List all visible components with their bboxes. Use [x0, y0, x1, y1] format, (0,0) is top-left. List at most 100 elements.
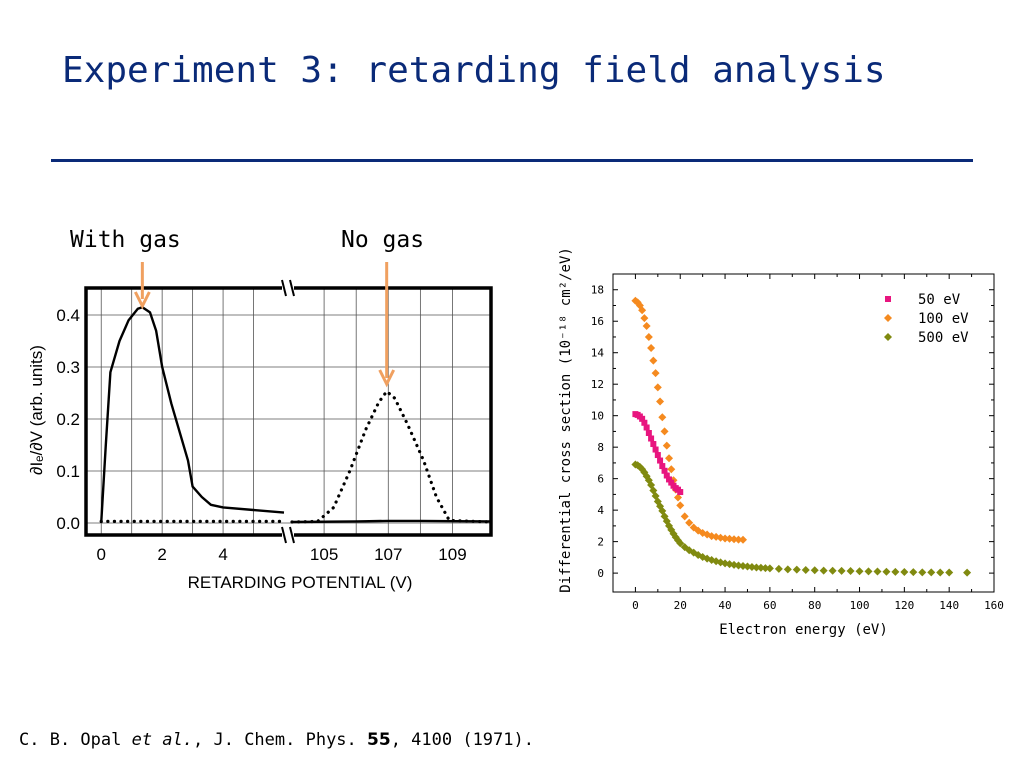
- y-tick-label: 10: [591, 410, 604, 423]
- data-point: [725, 534, 734, 543]
- x-tick-label: 0: [96, 545, 105, 564]
- data-point: [801, 565, 810, 574]
- axis-break-mark: [289, 526, 295, 544]
- data-point: [698, 553, 707, 562]
- y-axis-label: ∂Iₑ/∂V (arb. units): [27, 345, 46, 475]
- x-tick-label: 140: [939, 599, 959, 612]
- data-point: [882, 567, 891, 576]
- data-point: [660, 512, 669, 521]
- y-tick-label: 0.3: [56, 358, 80, 377]
- series-no-gas: [99, 389, 493, 524]
- x-tick-label: 107: [374, 545, 402, 564]
- series-with-gas: [100, 306, 492, 524]
- data-point: [738, 562, 747, 571]
- legend: 50 eV 100 eV 500 eV: [884, 292, 969, 346]
- data-point: [810, 566, 819, 575]
- data-point: [641, 419, 648, 426]
- data-point: [657, 457, 664, 464]
- data-point: [738, 535, 747, 544]
- title-underline: [51, 159, 973, 162]
- data-point: [730, 535, 739, 544]
- data-point: [658, 413, 667, 422]
- legend-marker: [884, 314, 892, 322]
- data-point: [667, 465, 676, 474]
- data-point: [642, 321, 651, 330]
- y-tick-label: 12: [591, 378, 604, 391]
- data-point: [721, 534, 730, 543]
- legend-label: 50 eV: [918, 292, 961, 308]
- data-point: [651, 369, 660, 378]
- data-point: [645, 430, 652, 436]
- no-gas-label: No gas: [341, 227, 425, 253]
- data-point: [756, 563, 765, 572]
- y-tick-label: 8: [597, 441, 604, 454]
- y-tick-label: 16: [591, 315, 604, 328]
- data-point: [712, 557, 721, 566]
- y-axis-label: Differential cross section (10⁻¹⁸ cm²/eV…: [558, 247, 574, 593]
- plot-frame: [612, 273, 995, 593]
- data-point: [689, 523, 698, 532]
- data-point: [668, 479, 675, 486]
- data-point: [747, 562, 756, 571]
- data-point: [963, 568, 972, 577]
- axis-break-mark: [281, 526, 287, 544]
- data-point: [774, 564, 783, 573]
- data-point: [743, 562, 752, 571]
- data-point: [633, 298, 642, 307]
- data-point: [653, 497, 662, 506]
- data-point: [660, 427, 669, 436]
- x-tick-label: 100: [850, 599, 870, 612]
- data-point: [837, 566, 846, 575]
- data-point: [680, 512, 689, 521]
- data-point: [707, 532, 716, 541]
- series-line: [291, 519, 492, 524]
- data-point: [662, 441, 671, 450]
- citation: C. B. Opal et al., J. Chem. Phys. 55, 41…: [19, 730, 534, 750]
- data-point: [638, 306, 647, 315]
- data-point: [721, 559, 730, 568]
- x-tick-label: 0: [632, 599, 639, 612]
- data-point: [658, 506, 667, 515]
- data-point: [642, 472, 651, 481]
- data-point: [689, 548, 698, 557]
- data-point: [698, 528, 707, 537]
- citation-etal: et al.: [131, 730, 194, 750]
- data-point: [659, 463, 666, 470]
- x-tick-label: 80: [808, 599, 821, 612]
- legend-marker: [884, 333, 892, 341]
- data-point: [846, 567, 855, 576]
- axis-break-mark: [281, 279, 287, 297]
- data-point: [652, 446, 659, 453]
- slide-title: Experiment 3: retarding field analysis: [62, 50, 886, 91]
- data-point: [656, 397, 665, 406]
- y-tick-label: 6: [597, 473, 604, 486]
- series-50-ev: [632, 411, 684, 496]
- data-point: [900, 568, 909, 577]
- y-tick-label: 0.2: [56, 410, 80, 429]
- y-tick-label: 2: [597, 536, 604, 549]
- data-point: [855, 567, 864, 576]
- series-line: [290, 389, 493, 524]
- citation-journal: , J. Chem. Phys.: [193, 730, 368, 750]
- axis-break-mark: [289, 279, 295, 297]
- grid: [86, 288, 491, 535]
- data-point: [864, 567, 873, 576]
- data-point: [752, 563, 761, 572]
- data-point: [761, 564, 770, 573]
- frame-box: [84, 286, 493, 537]
- data-point: [873, 567, 882, 576]
- y-tick-label: 0.0: [56, 514, 80, 533]
- data-point: [643, 424, 650, 431]
- data-point: [927, 568, 936, 577]
- data-point: [734, 535, 743, 544]
- data-point: [639, 415, 646, 422]
- data-point: [647, 343, 656, 352]
- data-point: [734, 561, 743, 570]
- data-point: [783, 565, 792, 574]
- x-tick-label: 40: [718, 599, 731, 612]
- data-point: [707, 556, 716, 565]
- data-point: [665, 454, 674, 463]
- x-tick-label: 20: [674, 599, 687, 612]
- series-100-ev: [631, 296, 747, 544]
- data-point: [891, 567, 900, 576]
